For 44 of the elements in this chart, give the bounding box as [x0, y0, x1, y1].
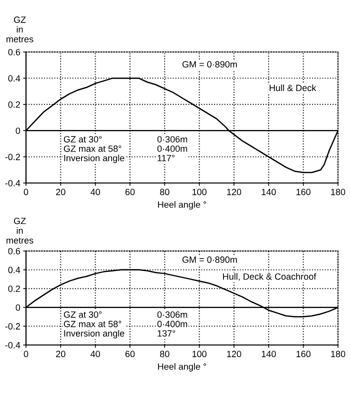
x-tick-label: 100	[192, 188, 207, 196]
y-axis-title: GZ in metres	[6, 16, 34, 42]
x-tick-label: 80	[160, 188, 170, 196]
x-tick-label: 160	[296, 188, 311, 196]
y-tick-label: -0.4	[5, 180, 20, 186]
y-tick-label: 0.4	[8, 75, 20, 82]
y-tick-label: 0.6	[8, 48, 20, 56]
x-tick-label: 0	[24, 188, 28, 196]
y-tick-label: 0.2	[8, 286, 20, 292]
annotation: GZ at 30° GZ max at 58° Inversion angle	[64, 136, 124, 164]
y-tick-label: 0.6	[8, 248, 20, 254]
x-tick-label: 60	[125, 188, 135, 196]
x-tick-label: 180	[331, 350, 346, 358]
annotation: Hull & Deck	[270, 84, 316, 92]
x-tick-label: 160	[296, 350, 311, 358]
y-tick-label: 0.4	[8, 266, 20, 274]
annotation: 0·306m 0·400m 117°	[157, 136, 188, 162]
x-tick-label: 120	[227, 350, 242, 358]
x-tick-label: 0	[24, 350, 28, 358]
x-tick-label: 140	[262, 350, 276, 358]
y-tick-label: 0.2	[8, 101, 20, 108]
annotation: GM = 0·890m	[182, 256, 237, 263]
x-tick-label: 100	[192, 350, 207, 358]
x-axis-title: Heel angle °	[158, 201, 206, 210]
y-tick-label: -0.2	[5, 154, 20, 160]
x-axis-title: Heel angle °	[158, 363, 206, 372]
y-tick-label: 0	[16, 304, 20, 311]
x-tick-label: 20	[56, 350, 66, 358]
y-axis-title: GZ in metres	[6, 218, 34, 244]
annotation: GM = 0·890m	[182, 61, 237, 68]
x-tick-label: 180	[331, 188, 346, 196]
annotation: Hull, Deck & Coachroof	[223, 273, 316, 281]
x-tick-label: 120	[227, 188, 242, 196]
y-tick-label: -0.4	[5, 342, 20, 348]
annotation: GZ at 30° GZ max at 58° Inversion angle	[64, 311, 124, 338]
annotation: 0·306m 0·400m 137°	[157, 311, 188, 337]
x-tick-label: 60	[125, 350, 135, 358]
x-tick-label: 20	[56, 188, 66, 196]
x-tick-label: 40	[90, 188, 100, 196]
x-tick-label: 40	[90, 350, 100, 358]
x-tick-label: 140	[262, 188, 276, 196]
y-tick-label: -0.2	[5, 323, 20, 330]
y-tick-label: 0	[16, 128, 20, 134]
x-tick-label: 80	[160, 350, 170, 358]
